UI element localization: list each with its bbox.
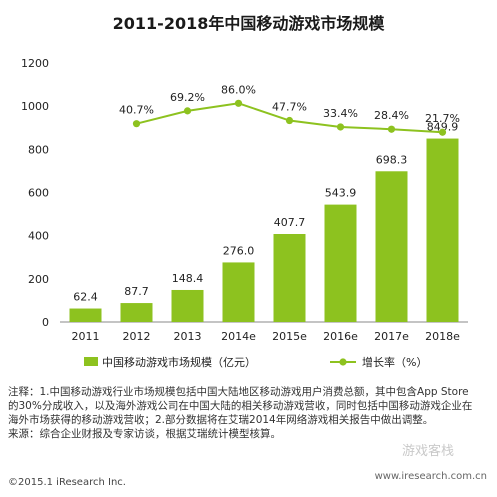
growth-rate-labels: 40.7% 69.2% 86.0% 47.7% 33.4% 28.4% 21.7%: [119, 83, 460, 125]
legend: 中国移动游戏市场规模（亿元） 增长率（%）: [84, 355, 427, 369]
x-tick-label: 2012: [123, 330, 151, 343]
growth-rate-point: [387, 125, 396, 133]
note-line-2: 的30%分成收入，以及海外游戏公司在中国大陆的相关移动游戏营收，同时包括中国移动…: [8, 400, 473, 412]
y-axis-labels: 1200 1000 800 600 400 200 0: [21, 57, 49, 329]
y-tick-label: 1200: [21, 57, 49, 70]
x-tick-label: 2015e: [272, 330, 307, 343]
chart-title: 2011-2018年中国移动游戏市场规模: [112, 14, 385, 33]
x-tick-label: 2016e: [323, 330, 358, 343]
bar: [171, 289, 204, 322]
x-tick-label: 2018e: [425, 330, 460, 343]
bar-value-label: 849.9: [427, 121, 459, 134]
growth-rate-point: [438, 128, 447, 136]
watermark-logo: 游戏客栈: [402, 444, 455, 459]
bar-value-labels: 62.4 87.7 148.4 276.0 407.7 543.9 698.3 849.9: [73, 121, 458, 304]
website-text: www.iresearch.com.cn: [374, 471, 487, 482]
x-tick-label: 2017e: [374, 330, 409, 343]
bars: [69, 138, 459, 322]
legend-bar-swatch: [84, 357, 98, 366]
growth-rate-label: 33.4%: [323, 107, 358, 120]
bar-value-label: 543.9: [325, 187, 357, 200]
growth-rate-points: [132, 99, 447, 136]
y-tick-label: 400: [28, 230, 49, 243]
bar: [69, 308, 102, 322]
x-tick-label: 2011: [72, 330, 100, 343]
bar: [324, 204, 357, 322]
legend-line-marker: [339, 358, 347, 366]
x-tick-label: 2013: [174, 330, 202, 343]
growth-rate-point: [285, 116, 294, 125]
y-tick-label: 800: [28, 143, 49, 156]
growth-rate-label: 86.0%: [221, 83, 256, 96]
growth-rate-point: [234, 99, 243, 107]
growth-rate-label: 21.7%: [425, 112, 460, 125]
bar-value-label: 148.4: [172, 272, 204, 285]
y-tick-label: 1000: [21, 100, 49, 113]
growth-rate-label: 47.7%: [272, 101, 307, 114]
y-tick-label: 0: [42, 316, 49, 329]
bar-value-label: 62.4: [73, 291, 98, 304]
x-tick-label: 2014e: [221, 330, 256, 343]
bar: [222, 262, 255, 322]
bar: [375, 171, 408, 322]
growth-rate-point: [336, 123, 345, 131]
legend-line-label: 增长率（%）: [362, 355, 427, 369]
growth-rate-label: 28.4%: [374, 109, 409, 122]
bar-value-label: 276.0: [223, 244, 255, 257]
growth-rate-label: 69.2%: [170, 91, 205, 104]
growth-rate-point: [183, 107, 192, 115]
bar: [426, 138, 459, 322]
growth-rate-point: [132, 120, 141, 128]
bar-value-label: 407.7: [274, 216, 306, 229]
source-note: 来源：综合企业财报及专家访谈，根据艾瑞统计模型核算。: [8, 428, 281, 440]
legend-bar-label: 中国移动游戏市场规模（亿元）: [102, 355, 256, 369]
note-line-3: 海外市场获得的移动游戏营收；2.部分数据将在艾瑞2014年网络游戏相关报告中做出…: [8, 414, 434, 426]
growth-rate-label: 40.7%: [119, 104, 154, 117]
note-line-1: 注释：1.中国移动游戏行业市场规模包括中国大陆地区移动游戏用户消费总额，其中包含…: [8, 386, 469, 398]
bar-value-label: 698.3: [376, 153, 408, 166]
bar: [120, 303, 153, 322]
x-axis-labels: 2011 2012 2013 2014e 2015e 2016e 2017e 2018e: [72, 330, 461, 343]
copyright-text: ©2015.1 iResearch Inc.: [8, 477, 126, 488]
bar: [273, 234, 306, 322]
y-tick-label: 600: [28, 187, 49, 200]
y-tick-label: 200: [28, 273, 49, 286]
bar-value-label: 87.7: [124, 285, 149, 298]
